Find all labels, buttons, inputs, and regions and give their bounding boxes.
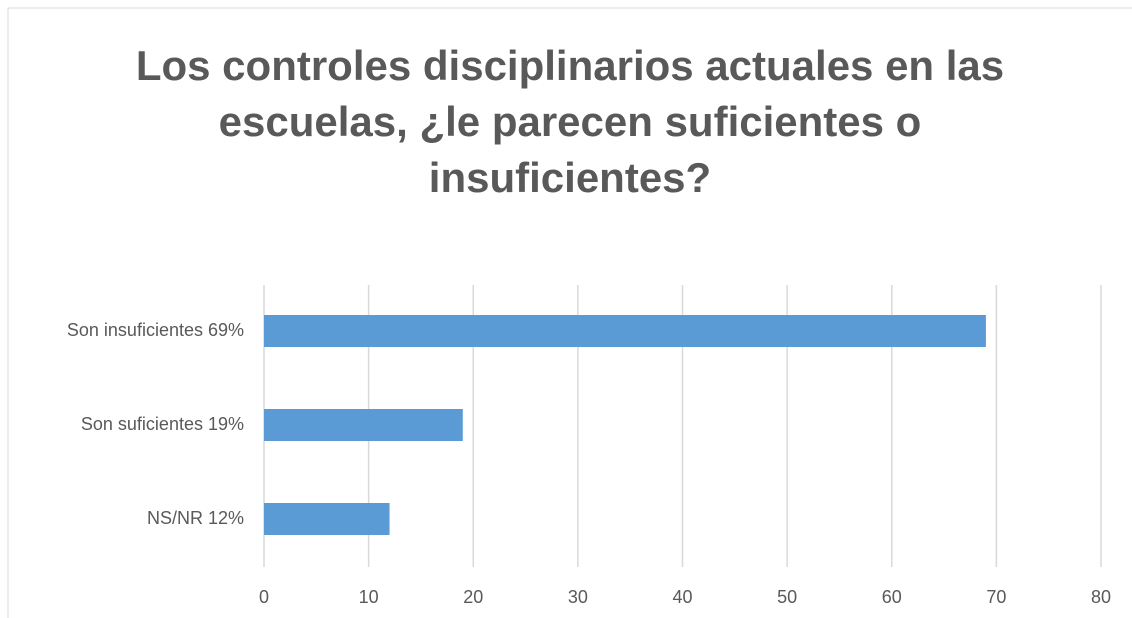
x-tick-label: 40: [672, 587, 692, 607]
x-tick-label: 80: [1091, 587, 1111, 607]
y-tick-label: Son suficientes 19%: [81, 414, 244, 434]
chart-frame: [7, 7, 1132, 618]
bar: [264, 503, 390, 535]
x-tick-label: 60: [882, 587, 902, 607]
y-tick-label: NS/NR 12%: [147, 508, 244, 528]
x-tick-label: 50: [777, 587, 797, 607]
y-tick-label: Son insuficientes 69%: [67, 320, 244, 340]
x-tick-label: 0: [259, 587, 269, 607]
chart-title: Los controles disciplinarios actuales en…: [135, 42, 1005, 201]
x-tick-label: 70: [986, 587, 1006, 607]
x-tick-label: 30: [568, 587, 588, 607]
bar: [264, 409, 463, 441]
x-tick-label: 20: [463, 587, 483, 607]
x-tick-label: 10: [359, 587, 379, 607]
bar: [264, 315, 986, 347]
